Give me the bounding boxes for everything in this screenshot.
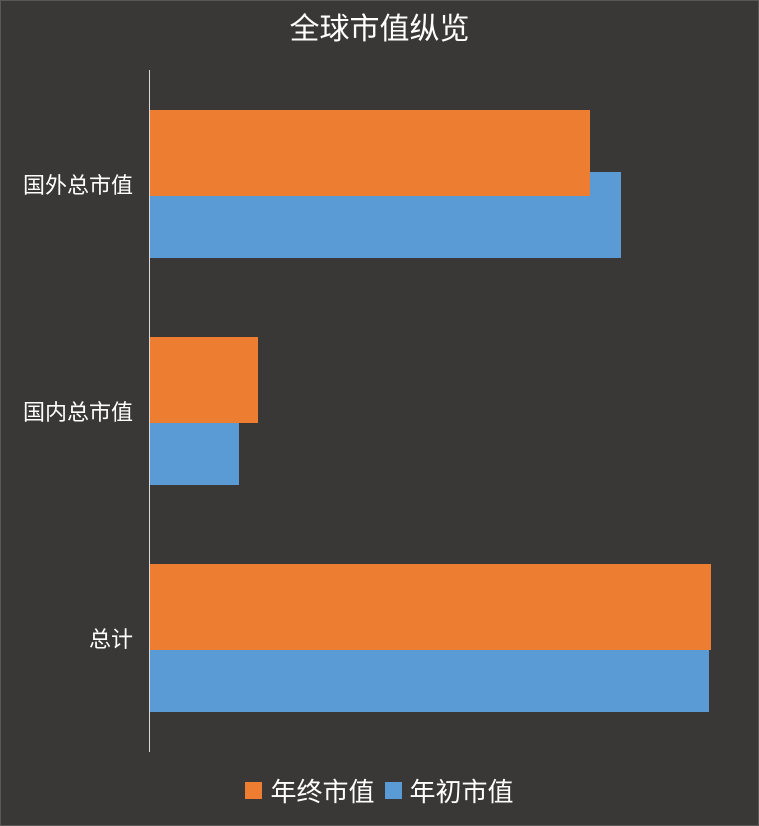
category-label-overseas: 国外总市值 <box>23 174 133 199</box>
bar-total-year-end <box>150 564 711 650</box>
bars-layer <box>150 110 711 712</box>
category-label-domestic: 国内总市值 <box>23 401 133 426</box>
category-label-total: 总计 <box>89 628 133 653</box>
legend-item-year-end: 年终市值 <box>245 772 375 809</box>
chart-title: 全球市值纵览 <box>289 12 470 47</box>
legend-swatch-year-begin <box>384 782 402 799</box>
legend-swatch-year-end <box>245 782 263 799</box>
legend-label-year-end: 年终市值 <box>270 778 375 808</box>
legend: 年终市值 年初市值 <box>0 772 759 809</box>
legend-item-year-begin: 年初市值 <box>384 772 514 809</box>
bar-domestic-year-end <box>150 337 258 423</box>
legend-label-year-begin: 年初市值 <box>409 778 514 808</box>
bar-overseas-year-end <box>150 110 590 196</box>
